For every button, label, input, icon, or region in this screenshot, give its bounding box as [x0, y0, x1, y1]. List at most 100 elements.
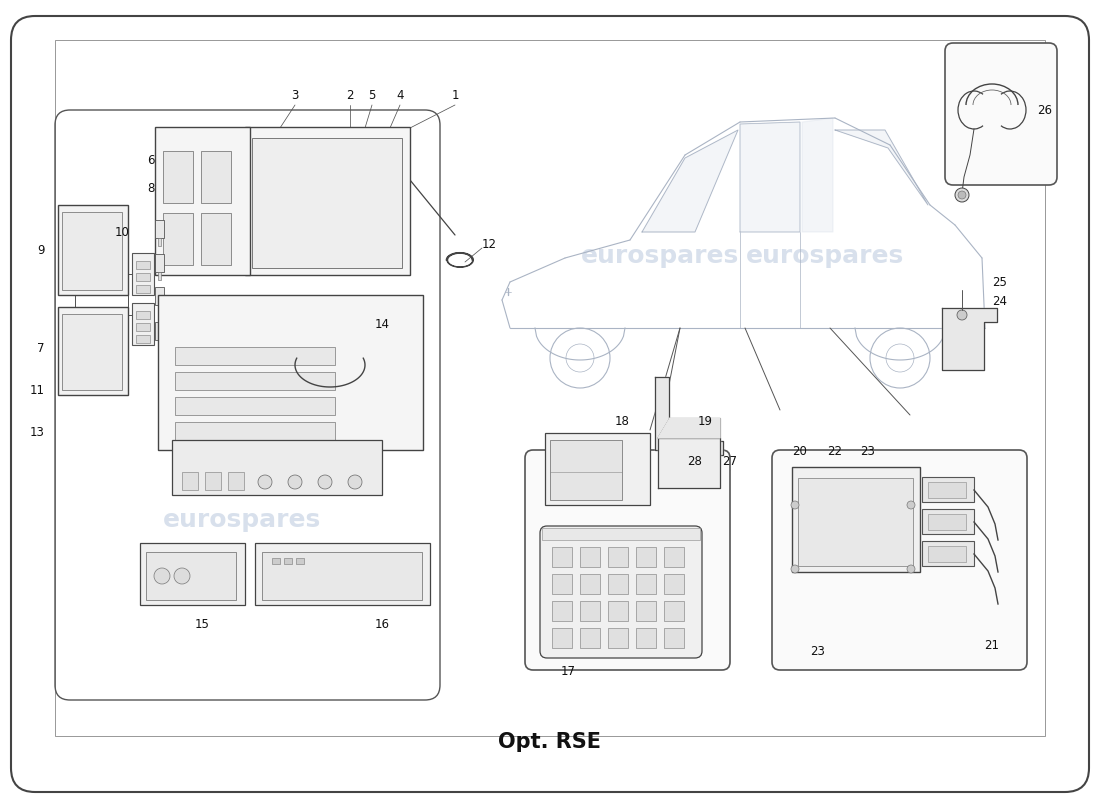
- Circle shape: [174, 568, 190, 584]
- Bar: [252, 138, 402, 268]
- Bar: [58, 205, 128, 295]
- Text: 21: 21: [984, 639, 1000, 652]
- Bar: [928, 482, 966, 498]
- Bar: [132, 253, 154, 295]
- Text: 5: 5: [368, 89, 376, 102]
- Text: 17: 17: [561, 665, 575, 678]
- Bar: [146, 552, 236, 600]
- Text: 9: 9: [37, 243, 45, 257]
- Text: 2: 2: [346, 89, 354, 102]
- Bar: [922, 477, 974, 502]
- Polygon shape: [658, 418, 720, 438]
- Bar: [272, 558, 280, 564]
- Circle shape: [791, 501, 799, 509]
- Text: 16: 16: [374, 618, 389, 631]
- Bar: [201, 213, 231, 265]
- Text: 10: 10: [116, 226, 130, 238]
- FancyBboxPatch shape: [11, 16, 1089, 792]
- Bar: [155, 322, 164, 340]
- Bar: [158, 272, 161, 280]
- Bar: [155, 254, 164, 272]
- Circle shape: [908, 501, 915, 509]
- Bar: [136, 323, 150, 331]
- Bar: [175, 372, 336, 390]
- Polygon shape: [642, 130, 738, 232]
- Bar: [608, 547, 628, 567]
- Bar: [55, 40, 1045, 736]
- Bar: [792, 467, 920, 572]
- Polygon shape: [740, 122, 800, 232]
- Bar: [550, 440, 622, 500]
- Bar: [205, 472, 221, 490]
- Text: eurospares: eurospares: [548, 508, 706, 532]
- Bar: [608, 601, 628, 621]
- Bar: [262, 552, 422, 600]
- Bar: [140, 543, 245, 605]
- Bar: [182, 472, 198, 490]
- Bar: [163, 151, 192, 203]
- Text: 23: 23: [860, 445, 876, 458]
- Bar: [552, 547, 572, 567]
- Bar: [62, 314, 122, 390]
- Text: 27: 27: [723, 455, 737, 468]
- Text: 15: 15: [195, 618, 209, 631]
- Text: 18: 18: [615, 415, 629, 428]
- Circle shape: [908, 565, 915, 573]
- Circle shape: [957, 310, 967, 320]
- Bar: [922, 509, 974, 534]
- Bar: [928, 514, 966, 530]
- Text: Opt. RSE: Opt. RSE: [498, 732, 602, 752]
- Bar: [544, 433, 650, 505]
- Bar: [636, 628, 656, 648]
- Polygon shape: [835, 130, 928, 205]
- Bar: [136, 273, 150, 281]
- Polygon shape: [654, 377, 723, 455]
- Bar: [58, 307, 128, 395]
- Circle shape: [258, 475, 272, 489]
- Bar: [580, 547, 600, 567]
- Text: 28: 28: [688, 455, 703, 468]
- Bar: [175, 347, 336, 365]
- Bar: [136, 285, 150, 293]
- Bar: [580, 574, 600, 594]
- Circle shape: [288, 475, 302, 489]
- Bar: [928, 546, 966, 562]
- Bar: [136, 335, 150, 343]
- FancyBboxPatch shape: [525, 450, 730, 670]
- Text: 14: 14: [375, 318, 390, 331]
- Bar: [172, 440, 382, 495]
- Circle shape: [154, 568, 170, 584]
- Polygon shape: [658, 438, 720, 488]
- Text: 8: 8: [147, 182, 155, 194]
- Circle shape: [958, 191, 966, 199]
- Text: 19: 19: [697, 415, 713, 428]
- Text: 3: 3: [292, 89, 299, 102]
- Circle shape: [348, 475, 362, 489]
- Text: 23: 23: [811, 645, 825, 658]
- Bar: [132, 303, 154, 345]
- Bar: [155, 220, 164, 238]
- Circle shape: [791, 565, 799, 573]
- Bar: [284, 558, 292, 564]
- Text: 1: 1: [451, 89, 459, 102]
- Bar: [163, 213, 192, 265]
- Bar: [155, 287, 164, 305]
- Bar: [636, 601, 656, 621]
- Text: 22: 22: [827, 445, 843, 458]
- Circle shape: [955, 188, 969, 202]
- Bar: [62, 212, 122, 290]
- Bar: [158, 238, 161, 246]
- Bar: [552, 574, 572, 594]
- Bar: [158, 305, 161, 313]
- Polygon shape: [802, 118, 833, 232]
- Bar: [136, 261, 150, 269]
- Bar: [608, 574, 628, 594]
- Bar: [636, 547, 656, 567]
- Bar: [580, 628, 600, 648]
- Text: 4: 4: [396, 89, 404, 102]
- FancyBboxPatch shape: [540, 526, 702, 658]
- Bar: [664, 574, 684, 594]
- Polygon shape: [942, 308, 997, 370]
- Text: 20: 20: [793, 445, 807, 458]
- Text: 24: 24: [992, 295, 1007, 309]
